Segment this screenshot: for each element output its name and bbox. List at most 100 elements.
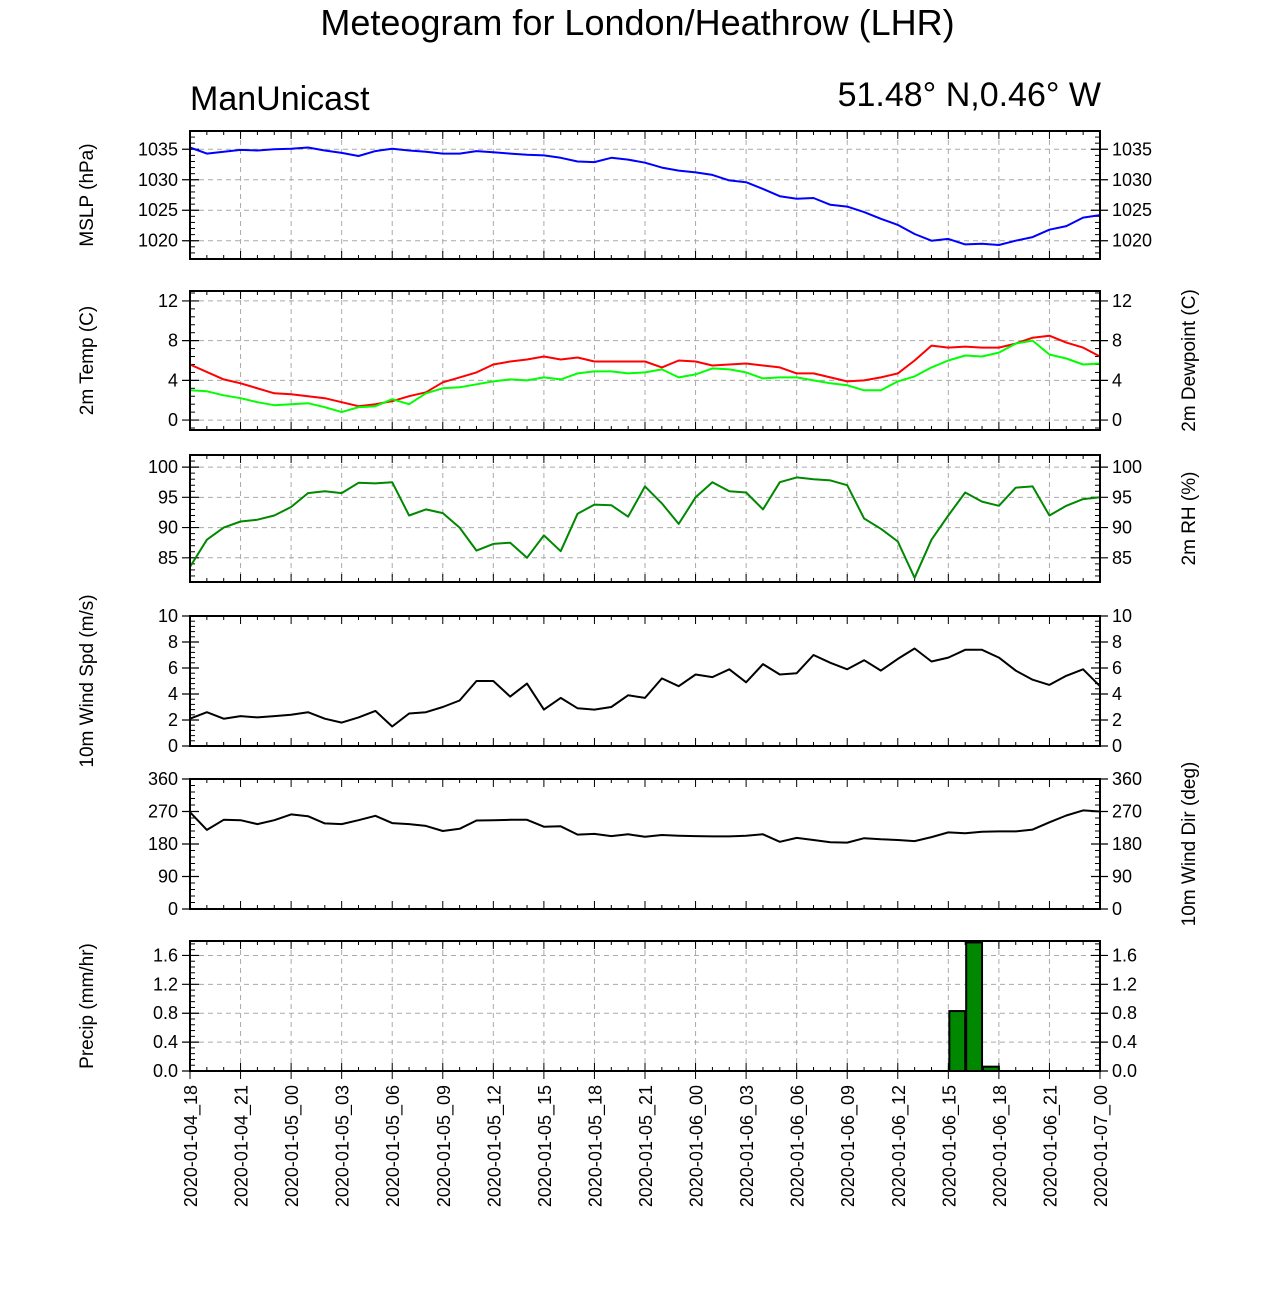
precip-bar	[965, 941, 984, 1073]
y-tick-label-right: 100	[1112, 457, 1142, 477]
x-tick-label: 2020-01-06_03	[737, 1085, 758, 1207]
x-tick-label: 2020-01-06_12	[889, 1085, 910, 1207]
x-tick-label: 2020-01-06_18	[990, 1085, 1011, 1207]
y-tick-label-right: 4	[1112, 684, 1122, 704]
series-line-rh-0	[189, 476, 1101, 579]
y-tick-label: 12	[158, 291, 178, 311]
panel-rh: 85 85 90 90 95 95 100 100 2m RH (%)	[148, 454, 1200, 583]
y-tick-label: 1025	[138, 200, 178, 220]
y-tick-label-right: 1025	[1112, 200, 1152, 220]
y-tick-label: 6	[168, 658, 178, 678]
y-tick-label: 85	[158, 548, 178, 568]
y-tick-label: 0	[168, 899, 178, 919]
y-tick-label-right: 4	[1112, 370, 1122, 390]
y-tick-label: 1.2	[153, 974, 178, 994]
x-tick-label: 2020-01-06_15	[939, 1085, 960, 1207]
y-tick-label-right: 1.2	[1112, 974, 1137, 994]
y-tick-label: 10	[158, 606, 178, 626]
y-tick-label: 2	[168, 710, 178, 730]
panel-frame	[189, 130, 1101, 260]
y-tick-label-right: 1035	[1112, 139, 1152, 159]
series-line-temp-1	[189, 339, 1101, 414]
x-tick-label: 2020-01-04_18	[181, 1085, 202, 1207]
y-tick-label-right: 85	[1112, 548, 1132, 568]
y-tick-label-right: 12	[1112, 291, 1132, 311]
y-tick-label: 0.0	[153, 1061, 178, 1081]
x-tick-label: 2020-01-05_15	[535, 1085, 556, 1207]
location-coordinates: 51.48° N,0.46° W	[837, 76, 1101, 114]
x-tick-label: 2020-01-07_00	[1091, 1085, 1112, 1207]
y-axis-label-right: 2m RH (%)	[1179, 472, 1200, 566]
y-tick-label-right: 1.6	[1112, 945, 1137, 965]
y-tick-label-right: 0.4	[1112, 1032, 1137, 1052]
panel-precip: 0.0 0.0 0.4 0.4 0.8 0.8 1.2 1.2 1.6 1.6 Precip (mm…	[77, 940, 1137, 1081]
y-tick-label: 4	[168, 684, 178, 704]
y-tick-label-right: 8	[1112, 331, 1122, 351]
panel-frame	[189, 454, 1101, 583]
chart-title: Meteogram for London/Heathrow (LHR)	[320, 2, 955, 43]
y-tick-label-right: 95	[1112, 487, 1132, 507]
y-tick-label-right: 10	[1112, 606, 1132, 626]
y-tick-label: 1020	[138, 231, 178, 251]
y-tick-label: 8	[168, 331, 178, 351]
y-tick-label: 8	[168, 632, 178, 652]
y-tick-label: 360	[148, 769, 178, 789]
panel-frame	[189, 615, 1101, 747]
y-tick-label-right: 0	[1112, 736, 1122, 756]
x-tick-label: 2020-01-05_09	[434, 1085, 455, 1207]
y-tick-label-right: 6	[1112, 658, 1122, 678]
panel-frame	[189, 290, 1101, 431]
y-tick-label-right: 360	[1112, 769, 1142, 789]
x-tick-label: 2020-01-04_21	[232, 1085, 253, 1207]
y-tick-label: 90	[158, 518, 178, 538]
y-tick-label: 270	[148, 802, 178, 822]
y-tick-label: 180	[148, 834, 178, 854]
y-tick-label-right: 180	[1112, 834, 1142, 854]
y-tick-label-right: 0.8	[1112, 1003, 1137, 1023]
series-line-mslp-0	[189, 146, 1101, 246]
y-axis-label-left: 10m Wind Spd (m/s)	[77, 594, 98, 767]
x-tick-label: 2020-01-06_06	[788, 1085, 809, 1207]
x-tick-label: 2020-01-05_18	[585, 1085, 606, 1207]
panel-wspd: 0 0 2 2 4 4 6 6 8 8 10 10 10m Wind Spd (m/s)	[77, 594, 1132, 767]
y-tick-label-right: 2	[1112, 710, 1122, 730]
series-line-wdir-0	[189, 809, 1101, 844]
y-tick-label: 95	[158, 487, 178, 507]
y-tick-label-right: 270	[1112, 802, 1142, 822]
panel-frame	[189, 940, 1101, 1072]
x-tick-label: 2020-01-05_12	[484, 1085, 505, 1207]
panel-frame	[189, 778, 1101, 910]
y-tick-label-right: 8	[1112, 632, 1122, 652]
x-tick-label: 2020-01-05_21	[636, 1085, 657, 1207]
y-axis-label-left: 2m Temp (C)	[77, 306, 98, 415]
precip-bar	[948, 1010, 967, 1072]
y-tick-label: 1035	[138, 139, 178, 159]
panel-mslp: 1020 1020 1025 1025 1030 1030 1035 1035 MSLP (hP…	[77, 130, 1152, 260]
y-tick-label: 0	[168, 736, 178, 756]
y-tick-label: 1.6	[153, 945, 178, 965]
y-tick-label: 0.4	[153, 1032, 178, 1052]
y-tick-label-right: 90	[1112, 867, 1132, 887]
y-tick-label: 1030	[138, 170, 178, 190]
x-tick-label: 2020-01-05_06	[383, 1085, 404, 1207]
y-tick-label: 100	[148, 457, 178, 477]
x-tick-label: 2020-01-06_21	[1040, 1085, 1061, 1207]
y-tick-label-right: 1030	[1112, 170, 1152, 190]
x-tick-label: 2020-01-06_09	[838, 1085, 859, 1207]
y-tick-label: 0	[168, 410, 178, 430]
y-axis-label-left: Precip (mm/hr)	[77, 943, 98, 1069]
x-tick-label: 2020-01-06_00	[687, 1085, 708, 1207]
y-tick-label: 0.8	[153, 1003, 178, 1023]
y-axis-label-right: 2m Dewpoint (C)	[1179, 289, 1200, 432]
model-label: ManUnicast	[190, 80, 370, 118]
y-tick-label-right: 0	[1112, 899, 1122, 919]
y-tick-label: 4	[168, 370, 178, 390]
series-line-wspd-0	[189, 647, 1101, 728]
y-tick-label-right: 0	[1112, 410, 1122, 430]
y-axis-label-right: 10m Wind Dir (deg)	[1179, 762, 1200, 927]
y-tick-label-right: 1020	[1112, 231, 1152, 251]
x-tick-label: 2020-01-05_00	[282, 1085, 303, 1207]
y-tick-label: 90	[158, 867, 178, 887]
panel-wdir: 0 0 90 90 180 180 270 270 360 360 10m Wind Dir (de…	[148, 762, 1200, 927]
